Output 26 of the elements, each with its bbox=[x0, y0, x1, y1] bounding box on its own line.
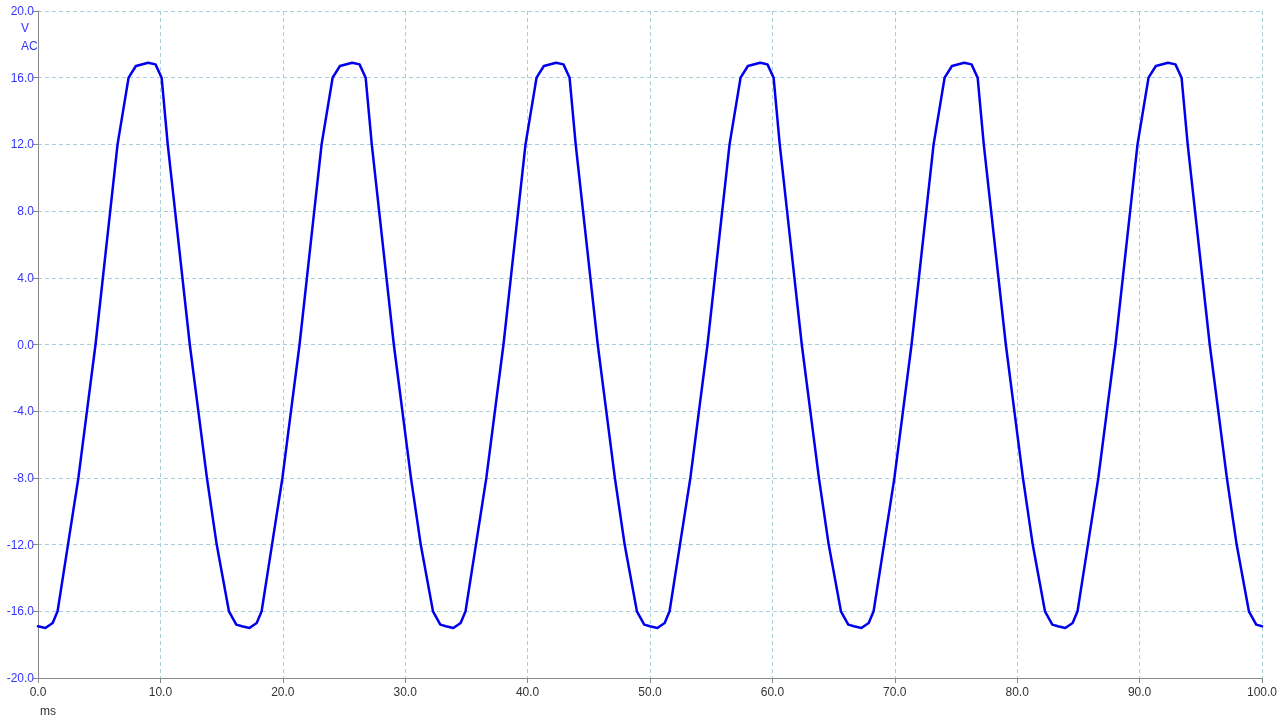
y-tick-label: 0.0 bbox=[17, 337, 35, 352]
y-tick-label: -4.0 bbox=[13, 404, 35, 419]
x-tick-label: 100.0 bbox=[1246, 685, 1278, 699]
x-axis-title: ms bbox=[40, 704, 56, 718]
x-tick-label: 70.0 bbox=[883, 685, 907, 699]
x-tick-label: 50.0 bbox=[638, 685, 662, 699]
x-tick-label: 0.0 bbox=[29, 685, 47, 699]
x-tick-label: 10.0 bbox=[148, 685, 173, 699]
x-tick-label: 60.0 bbox=[760, 685, 785, 699]
x-tick-label: 80.0 bbox=[1005, 685, 1030, 699]
y-tick-label: 8.0 bbox=[17, 204, 35, 219]
y-tick-label: -20.0 bbox=[6, 671, 35, 685]
y-tick-label: 16.0 bbox=[10, 70, 35, 85]
x-tick-label: 90.0 bbox=[1127, 685, 1152, 699]
y-tick-label: -12.0 bbox=[6, 537, 35, 552]
line-series bbox=[36, 61, 1264, 630]
y-tick-label: -8.0 bbox=[13, 470, 35, 485]
text: AC bbox=[21, 39, 38, 53]
x-tick-label: 40.0 bbox=[515, 685, 540, 699]
y-tick-label: -16.0 bbox=[6, 604, 35, 619]
y-axis-title: V bbox=[21, 21, 30, 35]
y-tick-label: 4.0 bbox=[17, 270, 35, 285]
x-tick-label: 20.0 bbox=[271, 685, 295, 699]
x-tick-label: 30.0 bbox=[393, 685, 418, 699]
y-tick-label: 20.0 bbox=[10, 4, 35, 18]
y-tick-label: 12.0 bbox=[10, 137, 35, 152]
